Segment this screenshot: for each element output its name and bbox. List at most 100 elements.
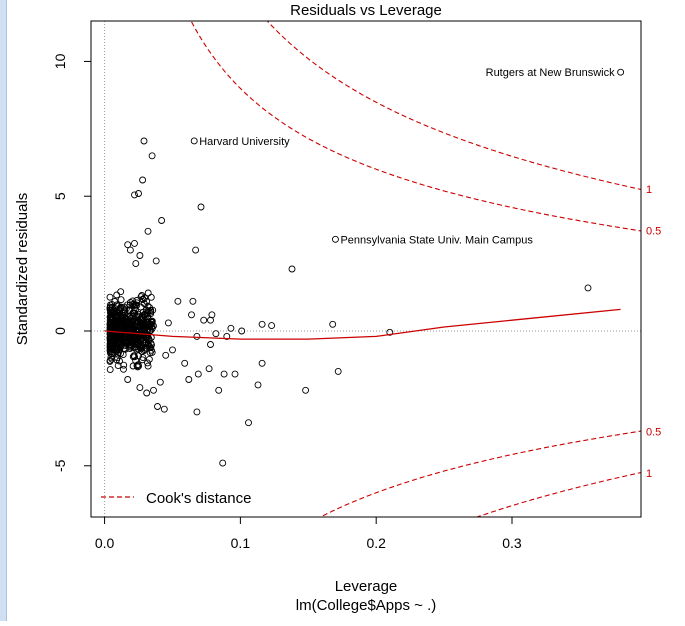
data-point — [134, 363, 142, 371]
y-tick-label: 10 — [52, 53, 68, 69]
data-point — [146, 323, 154, 331]
data-point — [181, 359, 189, 367]
labeled-data-point — [190, 137, 198, 145]
cooks-curve-pos-1 — [266, 21, 641, 191]
cooks-curve-neg-0_5 — [319, 430, 641, 517]
data-point — [145, 342, 153, 350]
data-point — [113, 354, 121, 362]
legend: Cook's distance — [101, 490, 251, 507]
data-point — [131, 191, 138, 199]
data-point — [133, 299, 141, 307]
cooks-curve-pos-0_5 — [190, 21, 641, 232]
data-point — [107, 314, 115, 322]
data-point — [117, 296, 125, 304]
data-point — [197, 203, 205, 211]
data-point — [129, 324, 137, 332]
cooks-label-3: 1 — [646, 468, 652, 480]
data-point — [193, 332, 201, 340]
data-point — [143, 297, 151, 305]
data-point — [129, 353, 137, 361]
data-point — [148, 152, 156, 160]
data-point — [148, 318, 156, 326]
data-point — [138, 356, 146, 364]
cooks-label-2: 0.5 — [646, 427, 661, 439]
smooth-line — [104, 308, 621, 340]
data-point — [219, 459, 227, 467]
data-point — [106, 301, 114, 309]
chart-title: Residuals vs Leverage — [290, 2, 442, 19]
data-point — [207, 316, 214, 324]
data-point — [164, 319, 172, 327]
data-point — [130, 309, 138, 317]
data-point — [231, 370, 239, 378]
data-point — [152, 257, 160, 265]
data-point — [135, 342, 143, 350]
cooks-label-1: 0.5 — [646, 225, 661, 237]
legend-label: Cook's distance — [146, 490, 251, 507]
data-point — [110, 307, 118, 315]
data-point — [144, 362, 152, 370]
data-point — [130, 352, 138, 360]
data-point — [106, 349, 114, 357]
data-point — [141, 294, 149, 302]
data-point — [207, 341, 214, 348]
data-point — [117, 303, 125, 311]
data-point — [136, 252, 144, 259]
data-point — [124, 376, 132, 383]
data-point — [189, 297, 197, 305]
data-point — [149, 322, 157, 330]
y-axis-label: Standardized residuals — [14, 193, 31, 346]
data-point — [141, 345, 149, 353]
data-point — [154, 403, 161, 410]
data-point — [215, 386, 223, 394]
x-axis-label: Leverage — [335, 578, 398, 595]
data-point — [120, 303, 128, 311]
data-point — [120, 361, 128, 369]
data-point — [138, 313, 146, 321]
data-point — [160, 405, 168, 413]
data-point — [131, 313, 139, 321]
data-point — [117, 288, 125, 296]
data-point — [120, 365, 127, 373]
data-point — [254, 381, 262, 389]
data-point — [114, 350, 122, 358]
cooks-label-0: 1 — [646, 184, 652, 196]
point-label-2: Pennsylvania State Univ. Main Campus — [340, 234, 533, 246]
data-point — [124, 241, 132, 249]
data-point — [131, 239, 138, 247]
data-point — [145, 355, 153, 363]
y-tick-label: -5 — [52, 459, 68, 472]
data-point — [302, 386, 310, 394]
data-point — [130, 334, 138, 342]
labeled-data-point — [331, 235, 339, 243]
x-tick-label: 0.3 — [502, 535, 522, 551]
data-point — [112, 318, 120, 326]
data-point — [288, 265, 296, 273]
data-point — [162, 351, 170, 359]
data-point — [329, 320, 337, 328]
data-point — [212, 330, 220, 338]
cooks-distance-curves — [190, 21, 641, 517]
data-point — [144, 327, 152, 334]
data-point — [185, 376, 193, 383]
data-point — [114, 302, 122, 310]
data-point — [268, 322, 276, 330]
x-tick-label: 0.1 — [231, 535, 251, 551]
data-point — [223, 332, 231, 340]
data-point — [147, 293, 155, 301]
labeled-data-point — [617, 68, 625, 76]
data-point — [133, 362, 141, 370]
plot-box — [90, 20, 642, 518]
residual-points — [106, 68, 625, 467]
data-point — [112, 334, 120, 342]
data-point — [144, 314, 152, 322]
data-point — [200, 316, 208, 324]
data-point — [106, 366, 114, 374]
point-labels: Rutgers at New Brunswick Harvard Universi… — [199, 67, 615, 246]
y-tick-label: 5 — [52, 192, 68, 200]
data-point — [334, 367, 342, 375]
data-point — [120, 345, 128, 353]
data-point — [205, 365, 213, 373]
